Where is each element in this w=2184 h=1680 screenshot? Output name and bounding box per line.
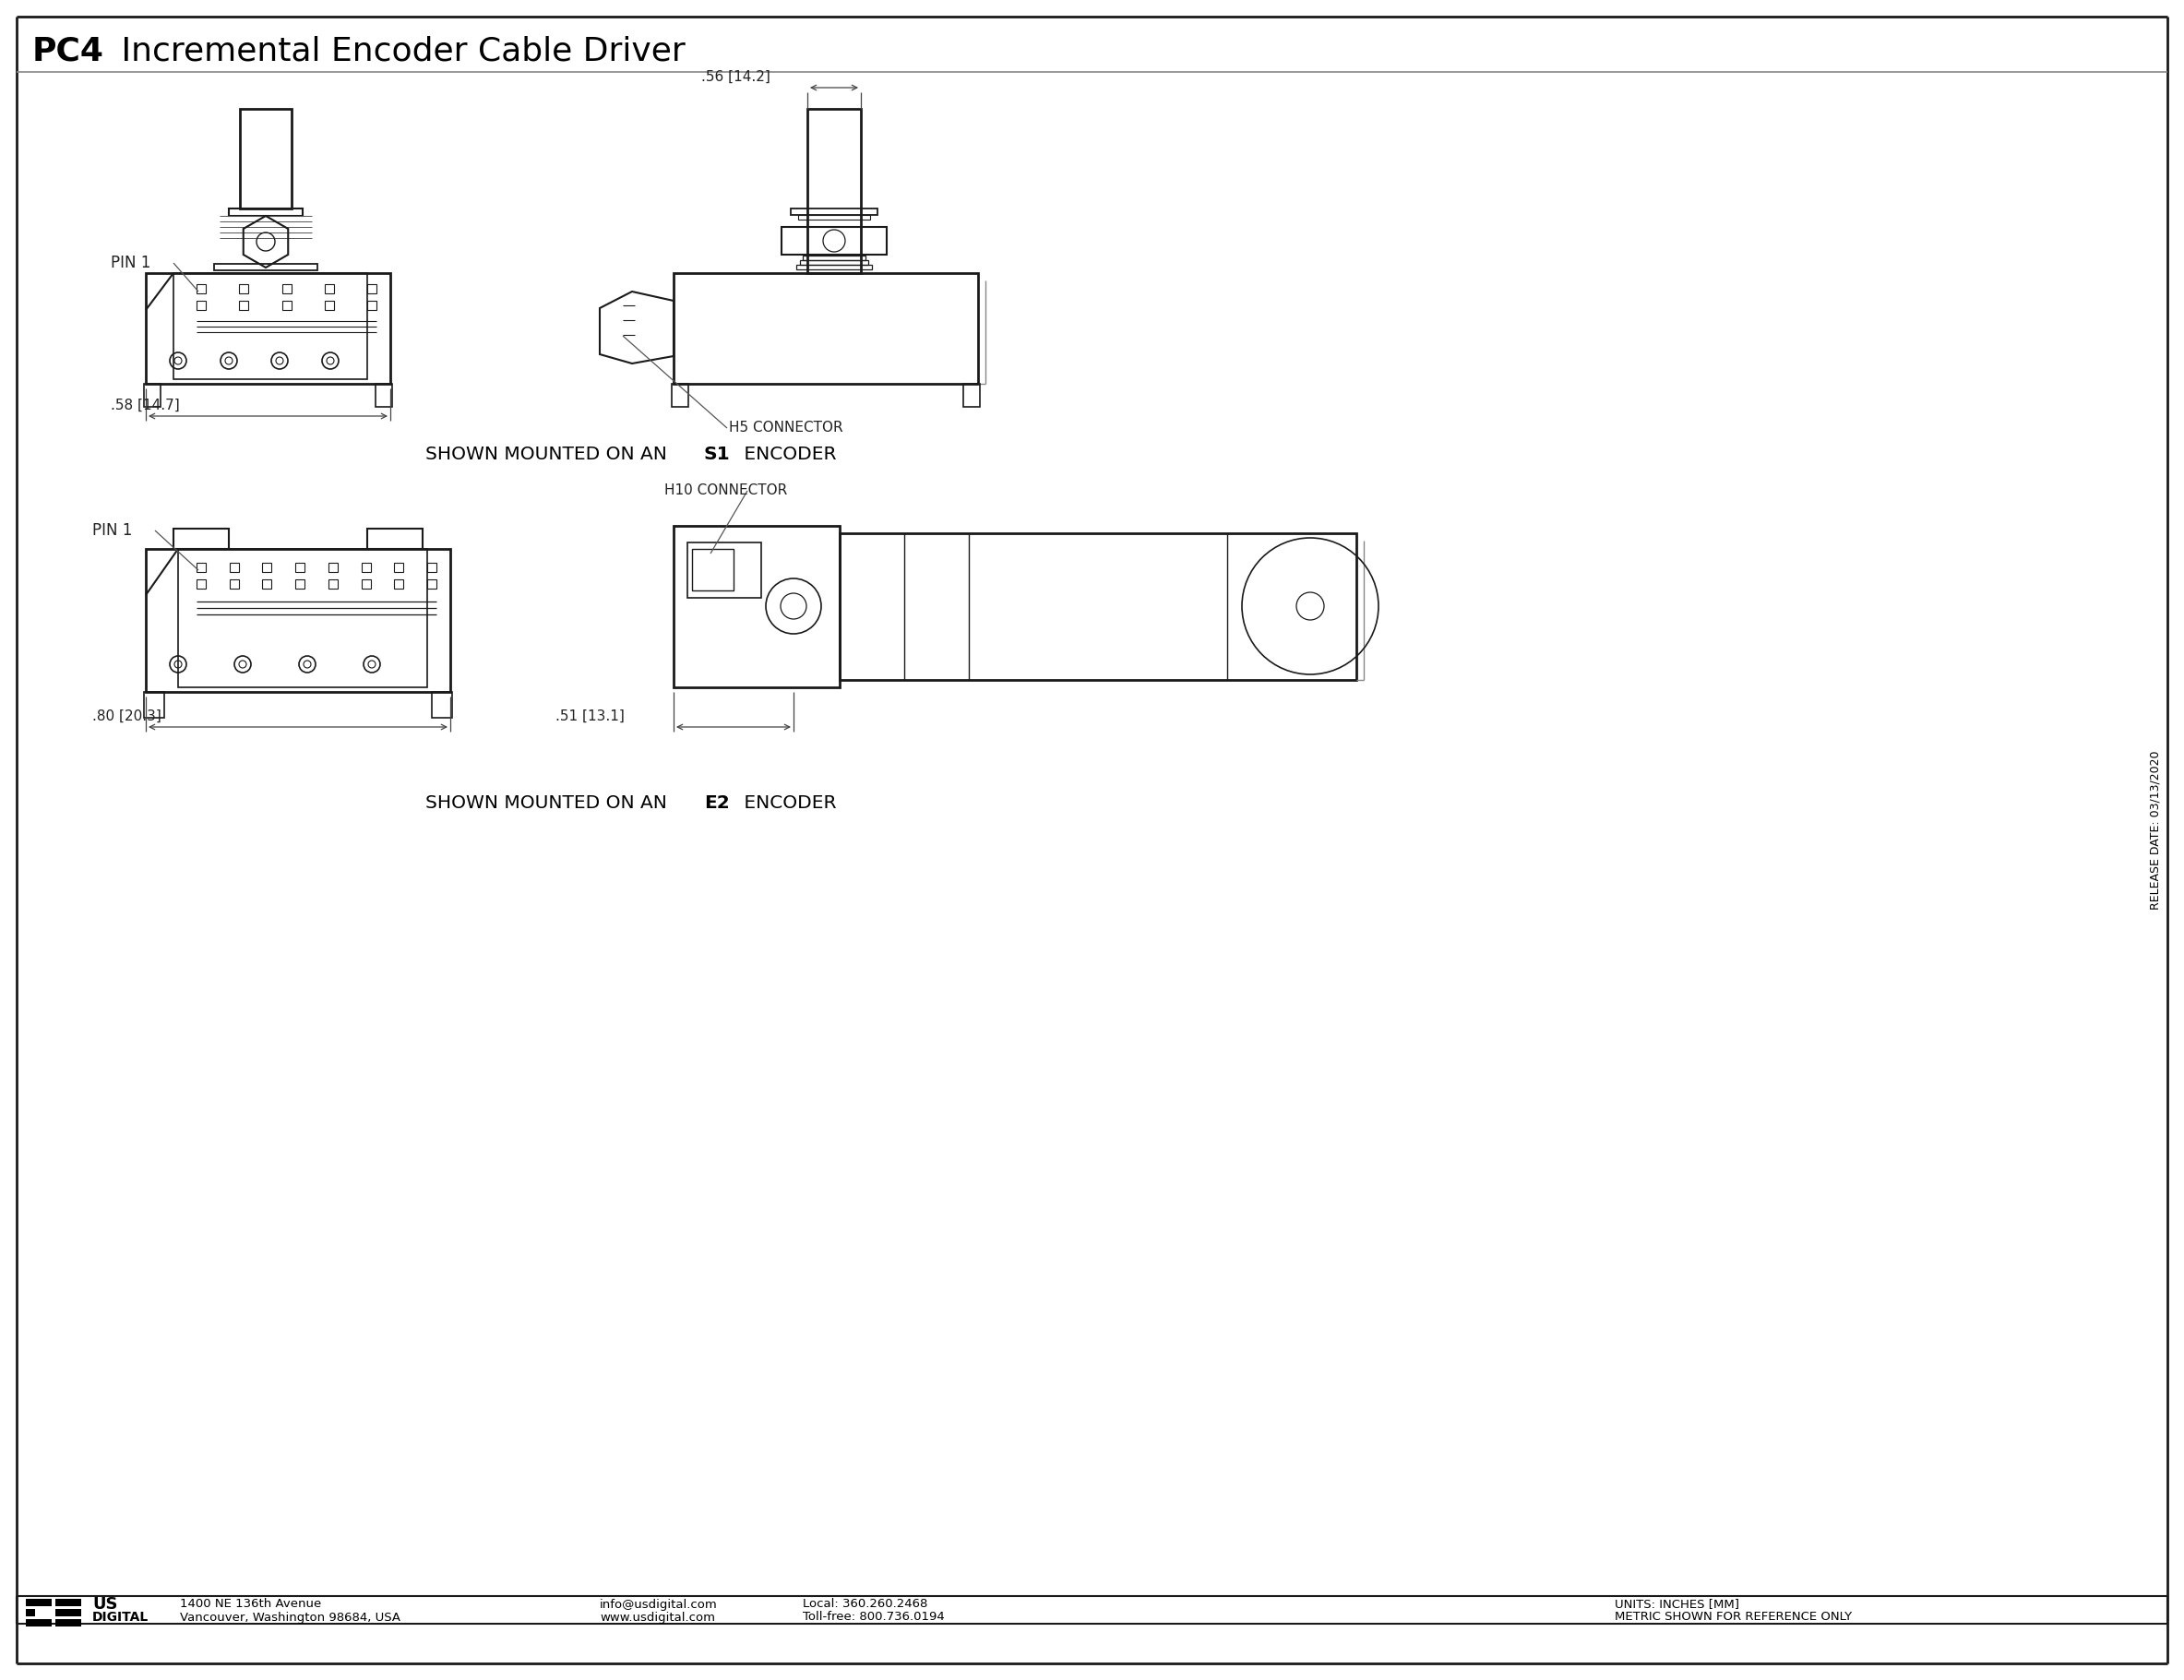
- Bar: [963, 383, 981, 407]
- Bar: [325, 301, 334, 311]
- Bar: [428, 580, 437, 588]
- Bar: [214, 264, 317, 270]
- Bar: [229, 580, 238, 588]
- Bar: [55, 1609, 81, 1616]
- Bar: [144, 692, 164, 717]
- Bar: [791, 208, 878, 215]
- Text: ENCODER: ENCODER: [738, 445, 836, 462]
- Bar: [367, 529, 422, 549]
- Bar: [360, 580, 371, 588]
- Bar: [797, 215, 869, 220]
- Bar: [295, 563, 304, 571]
- Text: Incremental Encoder Cable Driver: Incremental Encoder Cable Driver: [111, 35, 686, 67]
- Bar: [325, 284, 334, 294]
- Bar: [229, 563, 238, 571]
- Bar: [432, 692, 452, 717]
- Bar: [688, 543, 762, 598]
- Text: www.usdigital.com: www.usdigital.com: [601, 1611, 714, 1623]
- Text: H10 CONNECTOR: H10 CONNECTOR: [664, 484, 786, 497]
- Text: PIN 1: PIN 1: [111, 255, 151, 270]
- Bar: [367, 284, 376, 294]
- Text: 1400 NE 136th Avenue: 1400 NE 136th Avenue: [179, 1598, 321, 1611]
- Text: Vancouver, Washington 98684, USA: Vancouver, Washington 98684, USA: [179, 1611, 400, 1623]
- Bar: [295, 580, 304, 588]
- Text: PC4: PC4: [33, 35, 105, 67]
- Text: .80 [20.3]: .80 [20.3]: [92, 709, 162, 724]
- Bar: [262, 563, 271, 571]
- Bar: [197, 301, 205, 311]
- Bar: [55, 1620, 81, 1626]
- Text: .58 [14.7]: .58 [14.7]: [111, 398, 179, 412]
- Bar: [146, 549, 450, 692]
- Bar: [26, 1609, 35, 1616]
- Bar: [229, 208, 304, 217]
- Bar: [395, 580, 404, 588]
- Bar: [360, 563, 371, 571]
- Text: US: US: [92, 1596, 118, 1613]
- Text: Local: 360.260.2468: Local: 360.260.2468: [804, 1598, 928, 1611]
- Bar: [282, 284, 290, 294]
- Bar: [797, 265, 871, 269]
- Bar: [240, 301, 249, 311]
- Text: .51 [13.1]: .51 [13.1]: [555, 709, 625, 724]
- Bar: [395, 563, 404, 571]
- Text: E2: E2: [703, 795, 729, 811]
- Bar: [197, 284, 205, 294]
- Bar: [673, 383, 688, 407]
- Bar: [376, 383, 393, 407]
- Bar: [55, 1599, 81, 1606]
- Text: PIN 1: PIN 1: [92, 522, 133, 539]
- Bar: [673, 526, 839, 687]
- Bar: [240, 284, 249, 294]
- Bar: [179, 549, 428, 687]
- Bar: [26, 1599, 52, 1606]
- Bar: [144, 383, 162, 407]
- Text: RELEASE DATE: 03/13/2020: RELEASE DATE: 03/13/2020: [2149, 751, 2162, 911]
- Text: ENCODER: ENCODER: [738, 795, 836, 811]
- Bar: [692, 549, 734, 590]
- Text: SHOWN MOUNTED ON AN: SHOWN MOUNTED ON AN: [426, 795, 673, 811]
- Bar: [262, 580, 271, 588]
- Bar: [240, 109, 293, 208]
- Bar: [328, 580, 339, 588]
- Bar: [26, 1620, 52, 1626]
- Bar: [428, 563, 437, 571]
- Bar: [197, 580, 205, 588]
- Bar: [146, 274, 391, 383]
- Bar: [782, 227, 887, 255]
- Bar: [799, 260, 869, 265]
- Text: METRIC SHOWN FOR REFERENCE ONLY: METRIC SHOWN FOR REFERENCE ONLY: [1614, 1611, 1852, 1623]
- Bar: [804, 255, 865, 260]
- Bar: [197, 563, 205, 571]
- Text: .56 [14.2]: .56 [14.2]: [701, 71, 771, 84]
- Bar: [673, 274, 978, 383]
- Text: DIGITAL: DIGITAL: [92, 1611, 149, 1625]
- Bar: [367, 301, 376, 311]
- Text: Toll-free: 800.736.0194: Toll-free: 800.736.0194: [804, 1611, 946, 1623]
- Bar: [839, 533, 1356, 680]
- Bar: [282, 301, 290, 311]
- Bar: [808, 109, 860, 274]
- Text: H5 CONNECTOR: H5 CONNECTOR: [729, 422, 843, 435]
- Text: UNITS: INCHES [MM]: UNITS: INCHES [MM]: [1614, 1598, 1738, 1611]
- Bar: [173, 529, 229, 549]
- Text: info@usdigital.com: info@usdigital.com: [601, 1598, 719, 1611]
- Text: SHOWN MOUNTED ON AN: SHOWN MOUNTED ON AN: [426, 445, 673, 462]
- Bar: [328, 563, 339, 571]
- Bar: [173, 274, 367, 380]
- Text: S1: S1: [703, 445, 729, 462]
